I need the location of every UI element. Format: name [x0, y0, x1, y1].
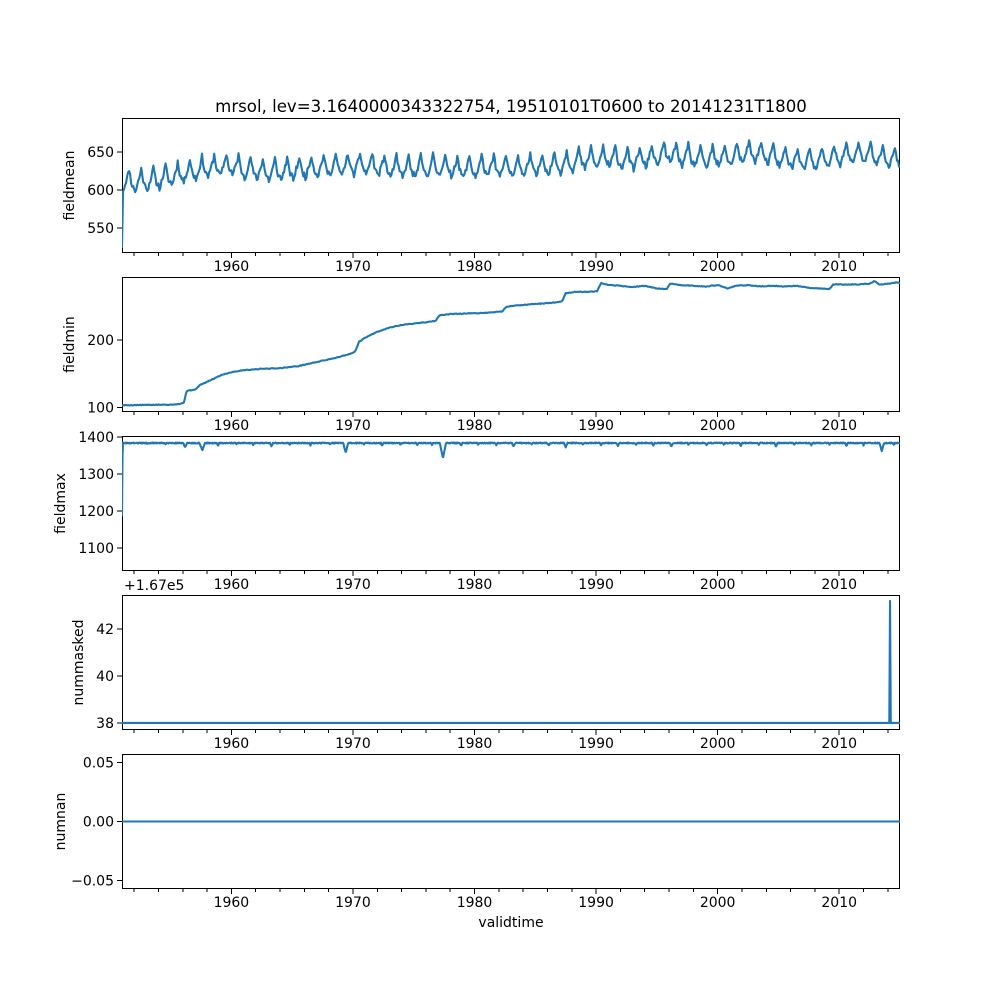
y-tick-label: 38: [96, 716, 114, 732]
y-axis-label-fieldmax: fieldmax: [53, 473, 69, 534]
x-axis-label: validtime: [478, 915, 544, 931]
x-tick-label: 2010: [821, 418, 857, 434]
y-tick-label: 1400: [78, 430, 114, 446]
axes-frame: [122, 436, 900, 571]
x-tick-label: 1960: [214, 736, 250, 752]
subplot-fieldmax: 1960 1970 1980 1990 2000 2010 1100 1200 1300 1400…: [53, 430, 900, 593]
x-tick-label: 1990: [578, 577, 614, 593]
series-line-fieldmean: [122, 139, 900, 248]
x-tick-label: 1990: [578, 259, 614, 275]
y-tick-label: 1100: [78, 541, 114, 557]
x-tick-label: 1960: [214, 577, 250, 593]
x-tick-label: 1960: [214, 418, 250, 434]
y-axis-offset-text: +1.67e5: [124, 578, 184, 594]
x-tick-label: 2000: [700, 895, 736, 911]
x-tick-label: 1980: [457, 259, 493, 275]
y-axis-label-fieldmin: fieldmin: [62, 316, 78, 373]
y-tick-label: 650: [87, 145, 114, 161]
axes-frame: [122, 277, 900, 412]
y-tick-label: −0.05: [71, 874, 114, 890]
subplot-fieldmin: 1960 1970 1980 1990 2000 2010 100 200 fieldmin: [62, 277, 900, 434]
x-tick-label: 1980: [457, 736, 493, 752]
subplot-nummasked: 1960 1970 1980 1990 2000 2010 38 40 42 nummasked +…: [71, 578, 900, 752]
x-tick-label: 2000: [700, 736, 736, 752]
y-tick-label: 0.05: [83, 755, 114, 771]
y-axis-label-nummasked: nummasked: [71, 619, 87, 705]
series-line-fieldmax: [122, 441, 900, 517]
axes-frame: [122, 118, 900, 253]
x-tick-label: 2010: [821, 259, 857, 275]
x-tick-label: 2010: [821, 895, 857, 911]
x-tick-label: 1990: [578, 736, 614, 752]
x-tick-label: 2010: [821, 736, 857, 752]
x-tick-label: 2010: [821, 577, 857, 593]
x-tick-label: 1990: [578, 895, 614, 911]
x-tick-label: 1970: [335, 736, 371, 752]
series-line-fieldmin: [122, 280, 900, 407]
axes-frame: [122, 595, 900, 730]
y-tick-label: 600: [87, 183, 114, 199]
y-tick-label: 100: [87, 400, 114, 416]
x-tick-label: 2000: [700, 577, 736, 593]
x-tick-label: 2000: [700, 259, 736, 275]
x-tick-label: 1980: [457, 895, 493, 911]
x-tick-label: 1980: [457, 418, 493, 434]
x-tick-label: 1960: [214, 259, 250, 275]
x-tick-label: 1990: [578, 418, 614, 434]
x-tick-label: 1970: [335, 259, 371, 275]
y-tick-label: 0.00: [83, 815, 114, 831]
x-tick-label: 1960: [214, 895, 250, 911]
subplot-fieldmean: 1960 1970 1980 1990 2000 2010 550 600 650 fieldme…: [62, 118, 900, 275]
y-tick-label: 42: [96, 622, 114, 638]
y-axis-label-numnan: numnan: [53, 793, 69, 851]
y-tick-label: 200: [87, 333, 114, 349]
y-tick-label: 40: [96, 669, 114, 685]
y-tick-label: 1300: [78, 467, 114, 483]
x-tick-label: 1970: [335, 895, 371, 911]
x-tick-label: 1980: [457, 577, 493, 593]
chart-title: mrsol, lev=3.1640000343322754, 19510101T…: [215, 97, 807, 116]
subplot-numnan: 1960 1970 1980 1990 2000 2010 0.05 0.00 −0.05 num…: [53, 754, 900, 911]
y-axis-label-fieldmean: fieldmean: [62, 151, 78, 221]
series-line-nummasked: [122, 599, 900, 725]
x-tick-label: 1970: [335, 418, 371, 434]
x-tick-label: 2000: [700, 418, 736, 434]
y-tick-label: 1200: [78, 504, 114, 520]
x-tick-label: 1970: [335, 577, 371, 593]
y-tick-label: 550: [87, 221, 114, 237]
